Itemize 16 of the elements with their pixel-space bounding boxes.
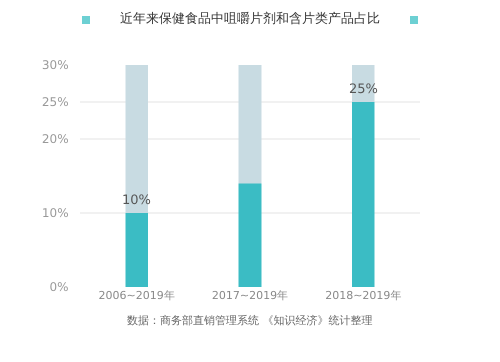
y-tick-label: 10% xyxy=(42,206,69,220)
y-tick-label: 25% xyxy=(42,95,69,110)
data-label: 25% xyxy=(349,82,378,97)
x-tick-label: 2017~2019年 xyxy=(212,289,288,302)
bar xyxy=(238,183,262,287)
y-tick-label: 20% xyxy=(42,132,69,146)
data-label: 10% xyxy=(122,193,151,208)
x-tick-label: 2018~2019年 xyxy=(325,289,402,302)
y-tick-label: 30% xyxy=(42,58,69,72)
bar xyxy=(238,65,262,184)
y-tick-label: 0% xyxy=(50,280,69,294)
chart-title: 近年来保健食品中咀嚼片剂和含片类产品占比 xyxy=(120,10,380,27)
bar xyxy=(125,213,148,287)
bar xyxy=(352,102,375,287)
x-tick-label: 2006~2019年 xyxy=(98,289,175,302)
text: 数据：商务部直销管理系统 《知识经济》统计整理 xyxy=(127,314,372,327)
